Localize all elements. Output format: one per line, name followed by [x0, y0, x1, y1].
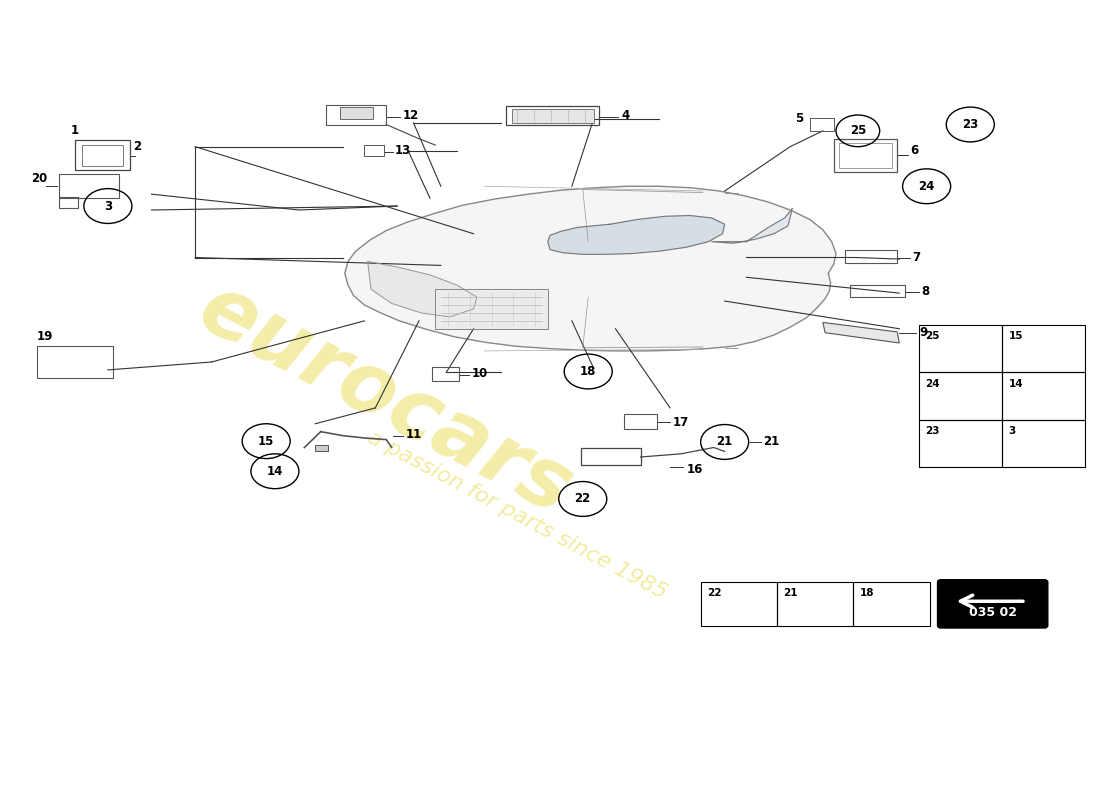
FancyBboxPatch shape — [937, 580, 1048, 628]
Text: 21: 21 — [783, 588, 799, 598]
Text: 21: 21 — [763, 435, 779, 449]
Bar — [581, 447, 640, 465]
Bar — [37, 346, 113, 378]
Text: 3: 3 — [103, 199, 112, 213]
Bar — [850, 286, 905, 297]
Text: 18: 18 — [860, 588, 875, 598]
Bar — [839, 142, 892, 168]
Text: 20: 20 — [32, 172, 47, 185]
Polygon shape — [823, 322, 900, 343]
Text: 4: 4 — [621, 109, 629, 122]
Text: 1: 1 — [72, 124, 79, 138]
Bar — [918, 372, 1002, 420]
Text: 22: 22 — [707, 588, 722, 598]
Bar — [918, 325, 1002, 372]
Polygon shape — [367, 262, 477, 317]
Bar — [854, 582, 930, 626]
Text: 22: 22 — [574, 493, 591, 506]
Text: 15: 15 — [1009, 331, 1023, 341]
Text: 11: 11 — [406, 428, 422, 442]
Text: 035 02: 035 02 — [969, 606, 1016, 619]
Bar — [81, 145, 123, 166]
Text: 7: 7 — [912, 251, 921, 264]
Bar — [506, 106, 600, 126]
Text: 12: 12 — [403, 109, 419, 122]
Text: 2: 2 — [133, 140, 141, 153]
Text: 5: 5 — [795, 113, 803, 126]
Text: 19: 19 — [37, 330, 53, 343]
Text: 18: 18 — [580, 365, 596, 378]
Bar — [58, 174, 119, 198]
FancyArrowPatch shape — [960, 595, 1023, 607]
Text: 17: 17 — [672, 416, 689, 429]
Text: 15: 15 — [258, 434, 274, 448]
Text: 25: 25 — [925, 331, 940, 341]
Text: 14: 14 — [1009, 378, 1023, 389]
Bar — [777, 582, 854, 626]
Text: 24: 24 — [918, 180, 935, 193]
Bar — [432, 366, 460, 381]
Text: 6: 6 — [910, 144, 918, 157]
Polygon shape — [436, 289, 548, 329]
Bar — [512, 109, 594, 123]
Text: 23: 23 — [962, 118, 978, 131]
Text: 23: 23 — [925, 426, 940, 436]
Text: 14: 14 — [266, 465, 283, 478]
Text: 21: 21 — [716, 435, 733, 449]
Bar — [75, 140, 130, 170]
Text: 13: 13 — [395, 144, 411, 157]
Text: a passion for parts since 1985: a passion for parts since 1985 — [364, 427, 670, 602]
Bar — [624, 414, 657, 429]
Text: 24: 24 — [925, 378, 940, 389]
Bar — [701, 582, 777, 626]
Text: 3: 3 — [1009, 426, 1015, 436]
Bar — [1002, 325, 1085, 372]
Polygon shape — [712, 209, 792, 243]
Bar — [834, 138, 898, 172]
Bar — [918, 420, 1002, 467]
Bar — [1002, 372, 1085, 420]
Bar — [1002, 420, 1085, 467]
Bar — [327, 105, 386, 125]
Text: 25: 25 — [849, 124, 866, 138]
Bar — [810, 118, 834, 131]
Bar — [364, 145, 384, 156]
Bar — [316, 445, 329, 451]
Bar — [845, 250, 898, 263]
Text: 8: 8 — [921, 285, 929, 298]
Polygon shape — [344, 186, 836, 351]
Text: 16: 16 — [686, 463, 703, 476]
Text: 9: 9 — [918, 326, 927, 339]
Text: eurocars: eurocars — [186, 268, 586, 532]
Bar — [58, 197, 78, 209]
Polygon shape — [548, 215, 725, 254]
Text: 10: 10 — [472, 367, 487, 380]
Bar — [340, 107, 373, 119]
